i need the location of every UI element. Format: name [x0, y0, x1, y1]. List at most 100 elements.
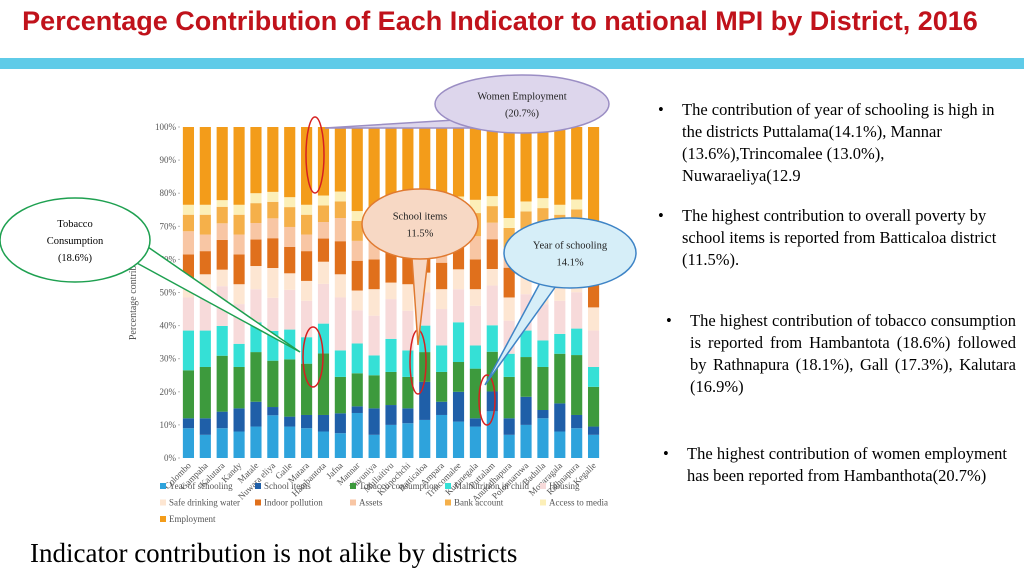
bar-segment: [199, 127, 211, 205]
footer-text: Indicator contribution is not alike by d…: [30, 538, 518, 568]
y-tick-label: 80%: [160, 188, 177, 198]
bar-segment: [233, 366, 245, 409]
callout-tail: [484, 282, 557, 386]
bar-segment: [233, 254, 245, 285]
bar-segment: [469, 345, 481, 369]
bar-segment: [334, 191, 346, 202]
bar-segment: [503, 434, 515, 458]
bar-segment: [520, 211, 532, 232]
bar-segment: [554, 431, 566, 458]
bar-segment: [402, 408, 414, 424]
bar-segment: [216, 325, 228, 356]
bar-segment: [284, 226, 296, 247]
callout-tail: [411, 257, 429, 346]
bar-segment: [284, 416, 296, 427]
bar-segment: [267, 218, 279, 239]
bar-segment: [503, 376, 515, 419]
bar-segment: [233, 204, 245, 215]
bar-segment: [250, 289, 262, 323]
bar-segment: [351, 310, 363, 344]
bar-segment: [351, 406, 363, 413]
callout-text: Women Employment: [477, 92, 566, 103]
legend-label: Tobacco consumption: [359, 481, 439, 491]
bar-segment: [267, 407, 279, 416]
bar-segment: [554, 403, 566, 432]
y-tick-label: 0%: [164, 453, 177, 463]
bar-segment: [284, 426, 296, 458]
bar-segment: [301, 428, 313, 458]
bar-segment: [182, 231, 195, 255]
bar-segment: [452, 391, 465, 422]
bar-segment: [503, 320, 515, 354]
callout-bubble: [434, 74, 610, 134]
slide-title: Percentage Contribution of Each Indicato…: [22, 6, 978, 36]
bar-segment: [571, 127, 583, 200]
bar-segment: [267, 360, 279, 408]
bar-segment: [503, 227, 515, 248]
bar-segment: [250, 322, 262, 353]
bar-segment: [216, 269, 228, 287]
bar-segment: [554, 280, 566, 301]
bar-segment: [351, 373, 363, 407]
bar-segment: [301, 337, 313, 364]
bar-segment: [233, 234, 245, 255]
bar-segment: [368, 259, 380, 290]
bar-segment: [402, 310, 414, 351]
callout-text: Year of schooling: [533, 241, 608, 252]
callout-text: 11.5%: [407, 229, 434, 240]
bar-segment: [587, 330, 600, 367]
bar-segment: [334, 433, 346, 458]
callout-text: (18.6%): [58, 253, 93, 264]
bar-segment: [587, 386, 600, 427]
bar-segment: [537, 304, 549, 341]
bar-segment: [267, 238, 279, 269]
legend-label: Assets: [359, 498, 383, 508]
legend-label: Safe drinking water: [169, 498, 240, 508]
bar-segment: [351, 290, 363, 311]
bar-segment: [334, 201, 346, 219]
highlight: [302, 326, 324, 388]
callout-bubble: [361, 188, 479, 260]
bar-segment: [216, 223, 228, 240]
legend-swatch: [540, 499, 546, 506]
bar-segment: [436, 262, 448, 290]
y-tick-label: 30%: [160, 354, 177, 364]
bar-segment: [587, 280, 600, 308]
bar-segment: [317, 205, 330, 222]
bar-segment: [334, 413, 346, 434]
y-tick-label: 90%: [160, 155, 177, 165]
bar-segment: [452, 362, 465, 392]
bar-segment: [267, 127, 279, 192]
bar-segment: [368, 375, 380, 409]
bar-segment: [469, 199, 481, 214]
bullet: The highest contribution of tobacco cons…: [666, 310, 1016, 398]
legend-swatch: [445, 483, 451, 489]
bar-segment: [503, 353, 515, 377]
bar-segment: [182, 254, 195, 281]
legend-label: Indoor pollution: [264, 498, 323, 508]
bar-segment: [537, 366, 549, 411]
bar-segment: [469, 127, 481, 200]
bar-segment: [571, 292, 583, 329]
bar-segment: [233, 127, 245, 205]
bar-segment: [301, 251, 313, 281]
bar-segment: [402, 127, 414, 205]
bar-segment: [182, 370, 195, 419]
bar-segment: [520, 357, 532, 397]
bar-segment: [182, 297, 195, 331]
legend-swatch: [540, 483, 546, 489]
bar-segment: [317, 323, 330, 354]
bar-segment: [402, 350, 414, 377]
callout-bubble: [0, 197, 151, 283]
bar-segment: [182, 330, 195, 371]
bar-segment: [216, 355, 228, 412]
legend-swatch: [255, 483, 261, 489]
bar-segment: [250, 352, 262, 402]
bullet: The contribution of year of schooling is…: [658, 99, 1002, 187]
bar-segment: [317, 261, 330, 284]
bar-segment: [216, 127, 228, 201]
bar-segment: [385, 405, 397, 425]
bar-segment: [469, 426, 481, 458]
bullet: The highest contribution of women employ…: [663, 443, 1007, 487]
bar-segment: [199, 204, 211, 215]
